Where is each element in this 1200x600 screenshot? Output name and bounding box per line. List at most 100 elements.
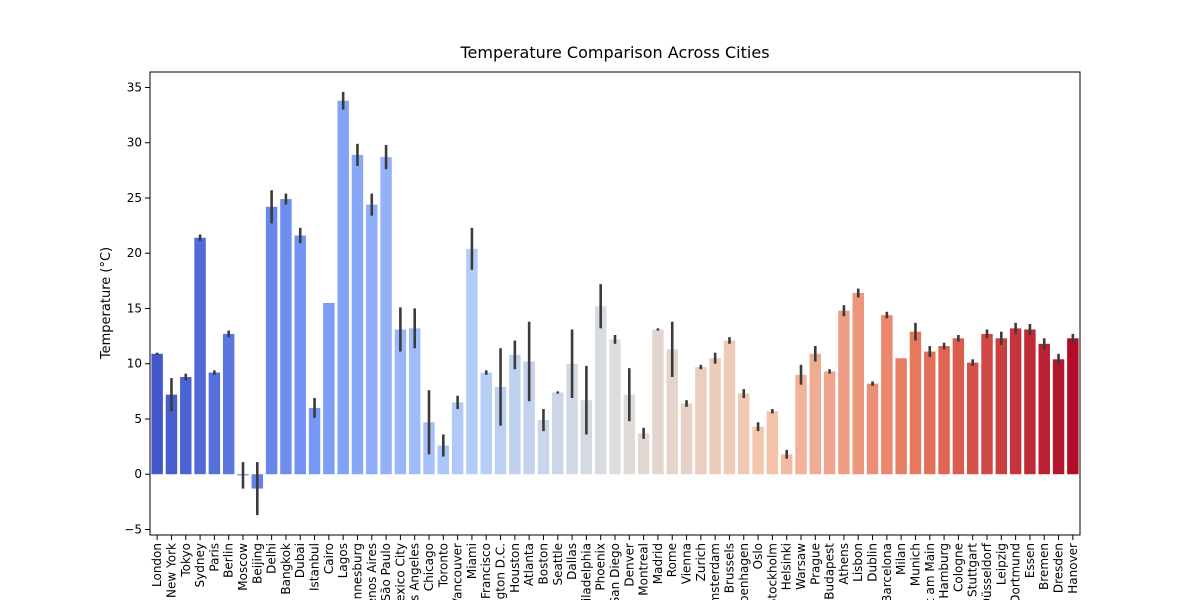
x-tick-label: Munich [908,543,922,586]
x-tick-label: Buenos Aires [365,543,379,600]
bar [537,420,550,475]
x-tick-label: Copenhagen [737,543,751,600]
x-tick-label: Prague [808,543,822,585]
x-tick-label: Milan [894,543,908,575]
x-tick-label: Bremen [1037,543,1051,590]
bar [1052,359,1065,475]
bar [580,400,593,475]
x-tick-label: Toronto [436,543,450,588]
x-tick-label: Mexico City [393,543,407,600]
x-tick-label: Philadelphia [579,543,593,600]
bar [280,199,292,475]
bar [881,315,893,475]
bar [680,403,693,475]
x-tick-label: Boston [536,543,550,584]
x-tick-label: Vienna [680,543,694,584]
bar [151,353,163,475]
y-tick-label: 15 [127,301,142,315]
x-tick-label: Washington D.C. [494,543,508,600]
bar [637,433,650,475]
bar [165,394,178,475]
bar [909,331,922,475]
x-tick-label: Lagos [336,543,350,578]
x-tick-label: São Paulo [379,543,393,600]
bar [509,354,521,475]
x-tick-label: Madrid [651,543,665,584]
x-tick-label: Dublin [866,543,880,582]
plot-frame [149,71,1081,536]
y-tick-label: 5 [134,412,142,426]
y-axis-label: Temperature (°C) [99,247,114,360]
x-tick-label: Dortmund [1009,543,1023,600]
x-tick-label: Stuttgart [966,543,980,597]
bar [752,426,764,475]
x-tick-label: Denver [622,543,636,587]
bar [809,353,822,475]
bar [795,374,807,475]
x-tick-label: Dresden [1052,543,1066,593]
bar [723,340,736,475]
bar [394,329,407,475]
bar [366,204,378,475]
bar [981,333,993,475]
bar [466,248,478,475]
x-tick-label: Düsseldorf [980,542,994,600]
y-tick-label: 10 [127,357,142,371]
x-tick-label: Chicago [422,543,436,591]
x-tick-label: Moscow [236,543,250,591]
bar [895,358,907,475]
x-tick-label: Montreal [637,543,651,596]
bar [952,338,965,475]
y-tick-label: 0 [134,467,142,481]
y-tick-label: 35 [127,80,142,94]
x-tick-label: Frankfurt am Main [923,543,937,600]
bar [1024,329,1036,475]
x-tick-label: Beijing [250,543,264,584]
x-tick-label: Budapest [823,543,837,600]
x-tick-label: Oslo [751,543,765,569]
chart-title: Temperature Comparison Across Cities [459,43,769,62]
x-tick-label: Leipzig [994,543,1008,585]
bar [308,407,321,475]
bar [337,100,349,475]
bar [966,362,979,475]
x-tick-label: Hanover [1066,543,1080,594]
x-tick-label: Miami [465,543,479,579]
y-tick-label: 30 [127,136,142,150]
bar [1067,338,1079,475]
x-tick-label: Amsterdam [708,543,722,600]
x-tick-label: Lisbon [851,543,865,582]
x-tick-label: Vancouver [451,543,465,600]
y-tick-label: 20 [127,246,142,260]
bar [180,376,192,475]
bar [208,372,221,475]
x-tick-label: New York [164,543,178,598]
y-tick-label: −5 [124,522,142,536]
bar [666,349,678,475]
bar [695,367,707,475]
x-tick-label: Delhi [265,543,279,574]
bar [823,371,836,475]
bar [566,363,578,475]
x-tick-label: Bangkok [279,543,293,595]
bar [609,339,621,475]
x-tick-label: Istanbul [308,543,322,591]
bar [780,454,793,475]
bar [408,328,421,475]
bar [480,372,492,475]
bar [494,386,507,475]
x-tick-label: Essen [1023,543,1037,578]
x-tick-label: Rome [665,543,679,577]
bar [938,346,950,475]
bar [380,157,392,475]
x-tick-label: San Diego [608,543,622,600]
x-tick-label: Helsinki [780,543,794,590]
x-tick-label: Atlanta [522,543,536,586]
bar [738,393,750,475]
bar [323,302,335,475]
x-tick-label: Zurich [694,543,708,581]
x-tick-label: Los Angeles [408,543,422,600]
bar [523,361,535,475]
bar [1038,343,1050,475]
